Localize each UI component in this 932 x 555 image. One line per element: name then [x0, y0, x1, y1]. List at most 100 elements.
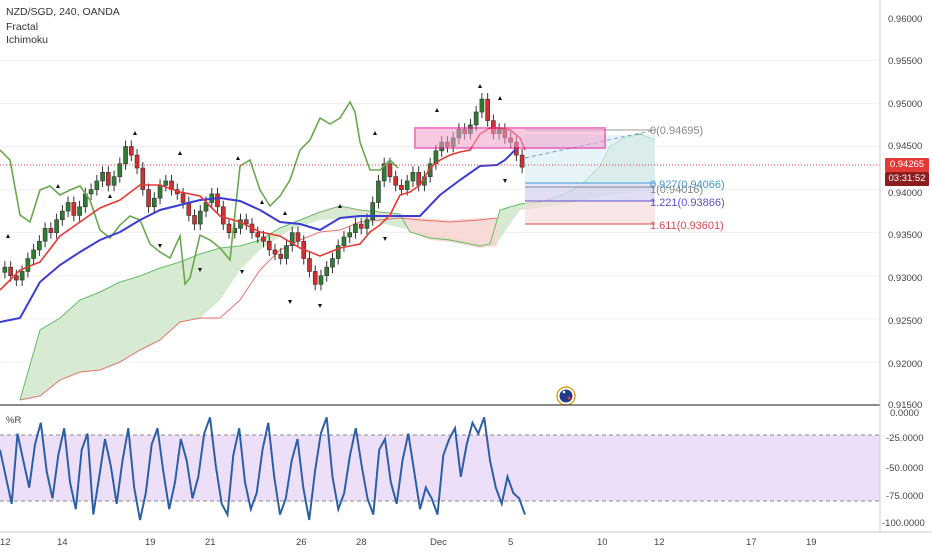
candle-down	[14, 275, 19, 281]
candle-down	[266, 240, 272, 251]
candle-up	[479, 98, 485, 113]
fractal-up-marker	[283, 211, 287, 215]
candle-down	[261, 236, 266, 242]
time-axis: 12 14 19 21 26 28 Dec 5 10 12 17 19	[0, 537, 817, 548]
fractal-down-marker	[240, 270, 244, 274]
fib-zone-1	[525, 183, 655, 187]
candle-down	[278, 253, 284, 259]
candle-down	[255, 232, 261, 238]
candle-down	[272, 249, 278, 255]
candle-down	[312, 271, 318, 285]
fractal-up-marker	[260, 200, 264, 204]
fib-zone-3	[525, 201, 655, 224]
indicator-ichimoku-label[interactable]: Ichimoku	[6, 34, 49, 46]
candle-up	[370, 202, 376, 221]
fib-label-1: 1(0.94016)	[650, 184, 703, 196]
time-tick: 19	[145, 537, 156, 548]
candle-down	[140, 167, 146, 190]
candle-down	[186, 202, 192, 216]
candle-down	[180, 193, 186, 203]
candle-up	[324, 266, 330, 277]
oscillator-label: %R	[6, 415, 21, 426]
candle-up	[381, 163, 387, 182]
time-tick: 10	[597, 537, 608, 548]
time-tick: 28	[356, 537, 367, 548]
fractal-up-marker	[108, 194, 112, 198]
fractal-up-marker	[133, 131, 137, 135]
last-price-tag: 0.94265	[885, 158, 929, 172]
time-tick: 17	[746, 537, 757, 548]
candle-down	[146, 189, 151, 208]
fib-label-1221: 1.221(0.93866)	[650, 197, 725, 209]
candle-up	[94, 180, 100, 190]
candle-up	[376, 180, 381, 203]
fractal-markers	[6, 84, 507, 308]
candle-up	[2, 266, 8, 273]
fib-zone-2	[525, 187, 655, 201]
price-tick: 0.94500	[888, 141, 922, 152]
candle-up	[157, 184, 163, 199]
candle-up	[341, 236, 347, 246]
fib-projection	[524, 129, 656, 225]
price-tick: 0.95500	[888, 56, 922, 67]
candle-up	[347, 232, 353, 238]
time-tick: 12	[654, 537, 665, 548]
price-tick: 0.93500	[888, 230, 922, 241]
cloud-bearish	[300, 206, 497, 248]
candle-up	[151, 197, 157, 208]
candle-down	[295, 232, 301, 242]
candle-up	[318, 275, 324, 285]
candle-up	[65, 202, 71, 212]
time-tick: 14	[57, 537, 68, 548]
price-tick: 0.94000	[888, 188, 922, 199]
candle-down	[519, 154, 525, 168]
candle-down	[387, 163, 393, 177]
candle-up	[42, 228, 48, 242]
candle-up	[31, 249, 36, 259]
symbol-title: NZD/SGD, 240, OANDA	[6, 6, 120, 18]
time-tick: 19	[806, 537, 817, 548]
chikou-span	[0, 100, 399, 286]
fractal-down-marker	[288, 300, 292, 304]
candle-up	[117, 163, 123, 177]
candle-down	[129, 146, 134, 156]
candle-up	[330, 258, 335, 268]
price-axis: 0.96000 0.95500 0.95000 0.94500 0.94000 …	[888, 14, 922, 411]
wpr-tick: -50.0000	[886, 463, 924, 474]
candle-up	[19, 271, 25, 281]
fractal-up-marker	[178, 151, 182, 155]
fractal-up-marker	[6, 234, 10, 238]
fib-label-1611: 1.611(0.93601)	[650, 220, 724, 232]
fib-labels: 0(0.94695) 0.927(0.94066) 1(0.94016) 1.2…	[650, 125, 725, 232]
oscillator-axis: 0.0000 -25.0000 -50.0000 -75.0000 -100.0…	[882, 408, 925, 529]
candle-up	[197, 210, 203, 225]
fractal-up-marker	[236, 156, 240, 160]
fib-label-0927: 0.927(0.94066)	[650, 179, 725, 191]
candle-up	[60, 210, 65, 221]
candle-up	[404, 180, 410, 190]
fractal-up-marker	[498, 96, 502, 100]
price-tick: 0.92500	[888, 316, 922, 327]
candle-up	[289, 232, 295, 246]
candle-down	[399, 184, 404, 190]
candle-up	[163, 180, 169, 186]
fractal-up-marker	[478, 84, 482, 88]
time-tick: Dec	[430, 537, 447, 548]
fractal-up-marker	[373, 131, 377, 135]
new-zealand-flag-icon[interactable]	[556, 386, 576, 406]
indicator-fractal-label[interactable]: Fractal	[6, 21, 39, 33]
price-tick: 0.93000	[888, 273, 922, 284]
candle-up	[111, 176, 117, 186]
fractal-down-marker	[383, 237, 387, 241]
candle-down	[134, 154, 140, 169]
fractal-down-marker	[198, 268, 202, 272]
candle-down	[106, 172, 111, 186]
senkou-b-line	[19, 217, 498, 401]
candle-up	[25, 258, 31, 272]
fractal-up-marker	[338, 204, 342, 208]
candle-up	[37, 240, 42, 251]
fractal-down-marker	[158, 244, 162, 248]
candle-down	[358, 223, 364, 229]
